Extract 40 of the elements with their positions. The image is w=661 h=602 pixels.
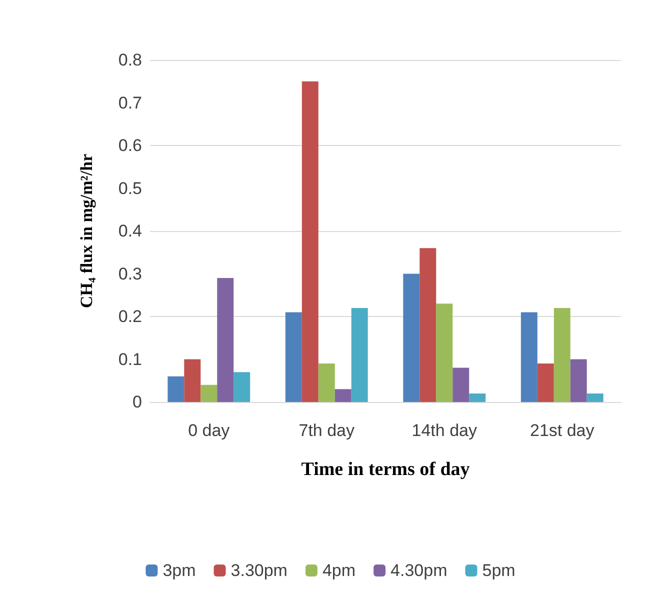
- y-tick-label: 0.7: [118, 93, 142, 112]
- x-tick-label: 0 day: [188, 421, 230, 440]
- bar: [537, 364, 554, 402]
- bar: [184, 359, 201, 402]
- y-tick-label: 0.4: [118, 222, 142, 240]
- legend-label: 5pm: [482, 561, 516, 580]
- y-tick-label: 0.8: [118, 50, 142, 70]
- bar: [420, 248, 436, 402]
- bar: [586, 393, 604, 402]
- x-tick-label: 7th day: [298, 421, 356, 440]
- bar: [200, 384, 218, 402]
- bar: [234, 372, 250, 402]
- y-tick-label: 0.3: [118, 264, 142, 284]
- bar: [168, 376, 184, 402]
- bar: [469, 393, 486, 402]
- x-tick-label: 14th day: [412, 421, 478, 440]
- legend-label: 4.30pm: [390, 561, 448, 580]
- y-tick-label: 0: [132, 392, 142, 412]
- x-axis-title: Time in terms of day: [301, 459, 470, 480]
- y-tick-label: 0.2: [118, 307, 142, 326]
- x-tick-label: 21st day: [530, 421, 595, 440]
- y-tick-label: 0.6: [118, 136, 142, 155]
- y-tick-label: 0.5: [118, 178, 142, 198]
- bar: [318, 364, 335, 402]
- bar: [436, 304, 453, 402]
- bar: [570, 359, 587, 402]
- legend-label: 3.30pm: [230, 561, 288, 580]
- y-tick-label: 0.1: [118, 350, 142, 369]
- bar: [403, 274, 420, 402]
- bar: [351, 308, 368, 402]
- bar: [217, 278, 234, 402]
- bar: [554, 308, 570, 402]
- bar: [520, 312, 538, 402]
- legend-label: 3pm: [162, 561, 196, 580]
- bar: [285, 312, 302, 402]
- bar: [302, 81, 318, 402]
- legend-label: 4pm: [322, 561, 356, 580]
- bar: [452, 368, 470, 402]
- bar: [334, 389, 352, 402]
- y-axis-title: CH₄ flux in mg/m²/hr: [77, 153, 96, 308]
